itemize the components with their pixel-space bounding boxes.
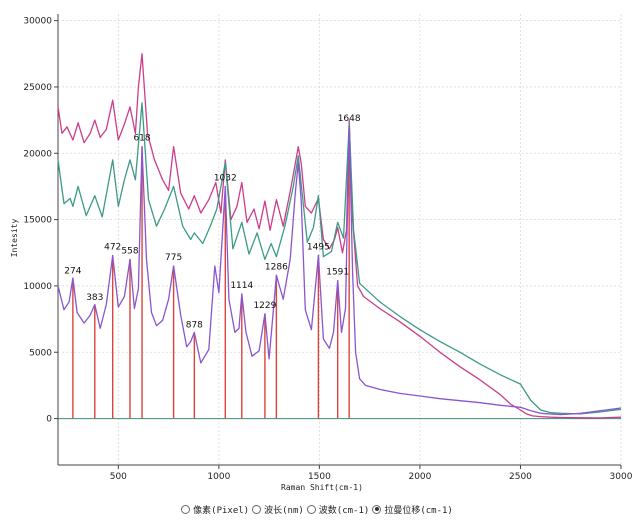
peak-label: 1495 <box>307 242 330 252</box>
unit-radio-group: 像素(Pixel) 波长(nm) 波数(cm-1) 拉曼位移(cm-1) <box>0 500 634 518</box>
spectra-lines <box>57 53 622 419</box>
radio-wavenumber[interactable]: 波数(cm-1) <box>306 503 370 516</box>
axes: 500 1000 1500 2000 2500 300005000100001500020… <box>23 14 633 482</box>
radio-label: 像素(Pixel) <box>193 505 250 516</box>
radio-button-icon[interactable] <box>306 504 316 514</box>
radio-label: 波长(nm) <box>264 505 304 516</box>
radio-label: 拉曼位移(cm-1) <box>384 505 453 516</box>
peak-label: 878 <box>186 321 203 331</box>
y-tick-label: 0 <box>46 415 52 425</box>
peak-label: 1114 <box>230 281 253 291</box>
y-tick-label: 30000 <box>23 17 52 27</box>
x-tick-label: 3000 <box>610 472 633 482</box>
peak-label: 274 <box>64 266 81 276</box>
x-tick-label: 2000 <box>408 472 431 482</box>
y-tick-label: 5000 <box>29 348 52 358</box>
series-line-pink <box>57 53 622 419</box>
radio-button-icon[interactable] <box>252 504 262 514</box>
radio-wavelength[interactable]: 波长(nm) <box>252 503 304 516</box>
peak-label: 1032 <box>214 173 237 183</box>
radio-button-icon[interactable] <box>181 504 191 514</box>
peak-label: 383 <box>86 293 103 303</box>
y-axis-label: Intesity <box>10 219 19 258</box>
y-tick-label: 20000 <box>23 149 52 159</box>
y-tick-label: 25000 <box>23 83 52 93</box>
peak-label: 775 <box>165 253 182 263</box>
x-axis-label: Raman Shift(cm-1) <box>281 483 363 492</box>
radio-button-icon[interactable] <box>372 504 382 514</box>
x-tick-label: 1000 <box>207 472 230 482</box>
peak-label: 1229 <box>253 301 276 311</box>
raman-chart: 500 1000 1500 2000 2500 300005000100001500020… <box>10 14 633 492</box>
peak-label: 1591 <box>326 268 349 278</box>
x-tick-label: 2500 <box>509 472 532 482</box>
series-line-purple <box>57 126 622 416</box>
grid-lines <box>58 14 622 465</box>
peak-label: 618 <box>133 134 150 144</box>
series-line-green <box>57 102 622 415</box>
peak-label: 558 <box>121 246 138 256</box>
peak-label: 1286 <box>265 262 288 272</box>
radio-pixel[interactable]: 像素(Pixel) <box>181 503 249 516</box>
radio-label: 波数(cm-1) <box>318 505 370 516</box>
peak-label: 1648 <box>338 114 361 124</box>
y-tick-label: 15000 <box>23 216 52 226</box>
x-tick-label: 1500 <box>308 472 331 482</box>
x-tick-label: 500 <box>110 472 127 482</box>
peak-label: 472 <box>104 242 121 252</box>
radio-raman-shift[interactable]: 拉曼位移(cm-1) <box>372 503 453 516</box>
peak-sticks <box>72 126 350 419</box>
y-tick-label: 10000 <box>23 282 52 292</box>
